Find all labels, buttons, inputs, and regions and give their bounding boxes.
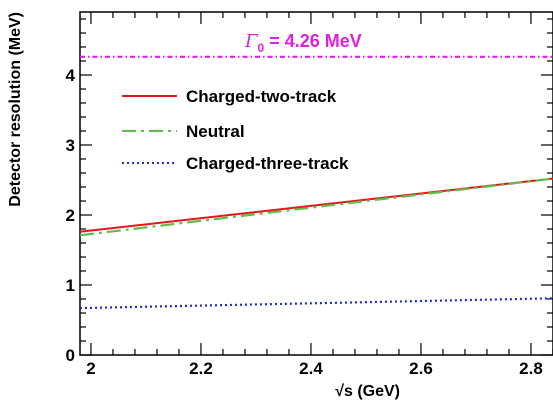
legend-label: Charged-two-track xyxy=(186,87,337,106)
y-tick-label: 1 xyxy=(66,276,75,295)
series-layer xyxy=(79,177,553,310)
legend-label: Charged-three-track xyxy=(186,154,349,173)
reference-label: Γ0 = 4.26 MeV xyxy=(244,31,362,55)
reference-label-symbol: Γ xyxy=(244,31,259,52)
reference-label-text: = 4.26 MeV xyxy=(264,31,362,51)
y-tick-label: 4 xyxy=(66,66,76,85)
x-tick-label: 2.8 xyxy=(519,359,543,378)
x-axis-ticks: 2 2.2 2.4 2.6 2.8 xyxy=(86,12,553,378)
legend-label: Neutral xyxy=(186,122,245,141)
legend: Charged-two-track Neutral Charged-three-tr… xyxy=(122,87,349,173)
y-tick-label: 0 xyxy=(66,346,75,365)
series-line-charged-three-track xyxy=(79,297,553,310)
y-tick-label: 3 xyxy=(66,136,75,155)
x-axis-title: √s (GeV) xyxy=(335,383,400,400)
reference-layer: Γ0 = 4.26 MeV xyxy=(80,31,553,58)
plot-frame xyxy=(79,11,553,356)
y-tick-label: 2 xyxy=(66,206,75,225)
x-tick-label: 2.2 xyxy=(189,359,213,378)
reference-label-subscript: 0 xyxy=(258,41,265,55)
series-line-charged-two-track xyxy=(79,177,553,233)
y-axis-ticks: 0 1 2 3 4 xyxy=(66,18,553,365)
y-axis-title: Detector resolution (MeV) xyxy=(7,12,24,207)
x-tick-label: 2 xyxy=(86,359,95,378)
x-tick-label: 2.6 xyxy=(409,359,433,378)
x-tick-label: 2.4 xyxy=(299,359,323,378)
